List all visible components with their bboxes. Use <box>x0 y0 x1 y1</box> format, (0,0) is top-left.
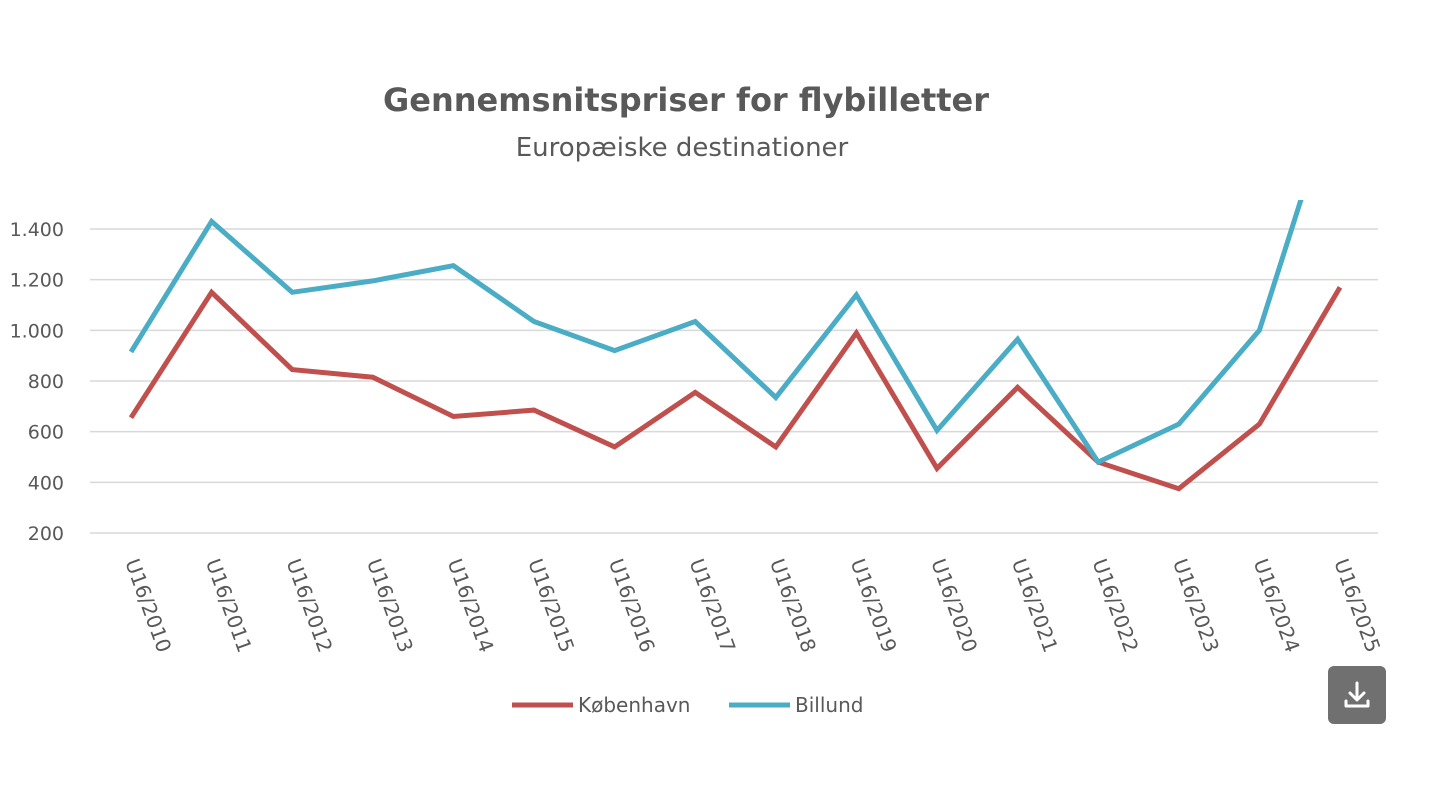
y-tick-label: 200 <box>28 523 64 545</box>
series-lines <box>128 200 1343 492</box>
series-line-billund <box>128 200 1304 466</box>
x-axis-ticks: U16/2010 U16/2011 U16/2012 U16/2013 U16/2014… <box>120 556 1385 656</box>
y-tick-label: 1.000 <box>10 320 64 342</box>
download-icon <box>1344 681 1370 708</box>
x-tick-label: U16/2024 <box>1249 556 1305 656</box>
x-tick-label: U16/2020 <box>926 556 982 656</box>
x-tick-label: U16/2017 <box>685 556 741 656</box>
x-tick-label: U16/2011 <box>201 556 257 656</box>
x-tick-label: U16/2010 <box>120 556 176 656</box>
chart-subtitle: Europæiske destinationer <box>516 133 849 163</box>
series-line-kobenhavn <box>128 286 1343 492</box>
x-tick-label: U16/2021 <box>1007 556 1063 656</box>
x-tick-label: U16/2019 <box>846 556 902 656</box>
x-tick-label: U16/2013 <box>362 556 418 656</box>
x-tick-label: U16/2018 <box>765 556 821 656</box>
x-tick-label: U16/2016 <box>604 556 660 656</box>
x-tick-label: U16/2015 <box>523 556 579 656</box>
y-tick-label: 400 <box>28 472 64 494</box>
legend-label-billund: Billund <box>795 693 863 717</box>
x-tick-label: U16/2023 <box>1168 556 1224 656</box>
x-tick-label: U16/2014 <box>443 556 499 656</box>
x-tick-label: U16/2022 <box>1088 556 1144 656</box>
y-axis-ticks: 200 400 600 800 1.000 1.200 1.400 <box>10 219 64 545</box>
x-tick-label: U16/2012 <box>282 556 338 656</box>
chart-title: Gennemsnitspriser for flybilletter <box>383 81 989 119</box>
y-tick-label: 1.400 <box>10 219 64 241</box>
y-tick-label: 800 <box>28 371 64 393</box>
legend-label-kobenhavn: København <box>578 693 690 717</box>
y-tick-label: 600 <box>28 422 64 444</box>
x-tick-label: U16/2025 <box>1329 556 1385 656</box>
y-tick-label: 1.200 <box>10 270 64 292</box>
legend: København Billund <box>512 693 863 717</box>
download-button[interactable] <box>1328 666 1386 724</box>
gridlines <box>90 228 1378 534</box>
